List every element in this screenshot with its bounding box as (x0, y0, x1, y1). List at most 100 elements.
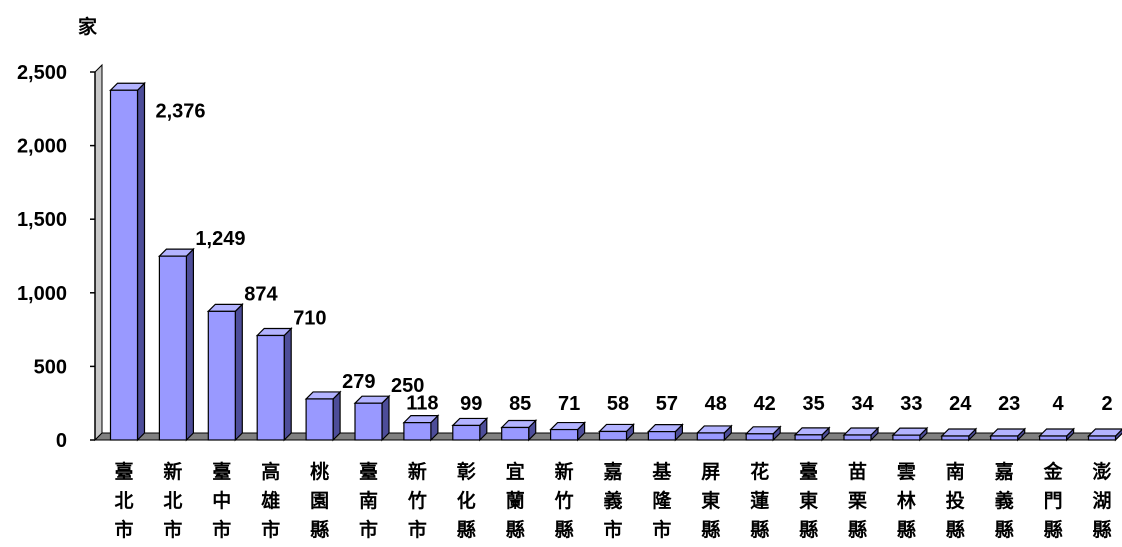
bar (1087, 428, 1122, 442)
bar-top (1087, 428, 1122, 437)
category-label: 嘉義市 (602, 461, 622, 541)
bar-side (136, 81, 146, 442)
chart-side-wall (94, 63, 103, 442)
bar (1038, 427, 1076, 442)
y-axis-unit-label: 家 (78, 15, 98, 38)
bar-front (696, 432, 725, 441)
bar (695, 424, 733, 442)
data-label: 42 (754, 393, 776, 415)
data-label: 2,376 (156, 100, 206, 122)
category-label: 臺東縣 (799, 460, 818, 541)
data-label: 71 (558, 393, 580, 415)
bar (940, 427, 978, 442)
category-label: 屏東縣 (701, 461, 720, 541)
data-label: 2 (1101, 393, 1112, 415)
bar-front (941, 435, 970, 441)
bar (793, 426, 831, 442)
data-label: 24 (949, 393, 972, 415)
bar (500, 419, 538, 442)
bar-side (283, 327, 292, 442)
bar (646, 423, 684, 442)
category-label: 新竹市 (407, 460, 427, 541)
bar-front (598, 430, 628, 441)
category-label: 新北市 (163, 460, 182, 541)
bar-front (109, 89, 139, 441)
bar (989, 427, 1027, 442)
bar-front (990, 435, 1019, 441)
category-label: 澎湖縣 (1092, 460, 1111, 541)
chart-walls (93, 63, 1117, 442)
y-tick-label: 1,500 (17, 209, 67, 231)
data-label: 1,249 (195, 228, 245, 250)
data-label: 23 (998, 393, 1020, 415)
data-label: 4 (1053, 393, 1065, 415)
data-label: 48 (705, 393, 727, 415)
bar-front (892, 434, 921, 441)
bar (598, 423, 635, 442)
bar (549, 421, 587, 442)
category-label: 臺北市 (114, 460, 133, 541)
category-label: 雲林縣 (897, 461, 916, 541)
bar (842, 426, 880, 442)
data-label: 34 (851, 393, 874, 415)
bar (206, 302, 244, 442)
data-label: 58 (607, 393, 629, 415)
category-label: 南投縣 (946, 461, 965, 541)
category-label: 桃園縣 (310, 460, 329, 541)
data-label: 874 (244, 283, 278, 305)
category-label: 高雄市 (260, 460, 280, 541)
data-label: 118 (406, 393, 438, 415)
bar-side (185, 247, 194, 442)
bar-front (403, 422, 432, 441)
bar-front (549, 428, 579, 441)
bar-front (794, 434, 823, 441)
chart-category-labels: 臺北市 新北市 臺中市 高雄市 桃園縣 臺南市 新竹市 彰化縣 宜蘭縣 新竹縣 嘉義市 基隆市 屏東縣 花… (114, 460, 1111, 541)
category-label: 嘉義縣 (994, 461, 1014, 541)
bar (402, 414, 440, 442)
category-label: 新竹縣 (554, 460, 574, 541)
y-tick-label: 0 (56, 430, 67, 452)
bar (109, 81, 146, 442)
chart-bars (109, 81, 1122, 442)
category-label: 基隆市 (651, 460, 672, 541)
chart-axes: 0 500 1,000 1,500 2,000 2,500 (17, 62, 96, 452)
y-tick-label: 500 (34, 356, 67, 378)
data-label: 85 (509, 393, 531, 415)
data-label: 99 (460, 393, 482, 415)
bar-front (1087, 435, 1117, 441)
bar-front (158, 255, 187, 441)
bar (157, 247, 195, 442)
bar-front (354, 402, 383, 441)
category-label: 花蓮縣 (750, 460, 769, 541)
data-label: 35 (802, 393, 824, 415)
bar-side (332, 390, 341, 442)
bar-front (745, 433, 774, 441)
category-label: 金門縣 (1043, 460, 1064, 541)
data-label: 57 (656, 393, 678, 415)
category-label: 宜蘭縣 (506, 460, 525, 541)
bar (451, 416, 489, 442)
data-label: 33 (900, 393, 922, 415)
bar (353, 394, 391, 442)
y-tick-label: 1,000 (17, 283, 67, 305)
category-label: 臺南市 (359, 460, 378, 541)
category-label: 彰化縣 (457, 460, 476, 541)
category-label: 臺中市 (212, 460, 231, 541)
bar-front (256, 334, 285, 441)
bar-front (207, 310, 236, 441)
y-tick-label: 2,500 (17, 62, 67, 84)
bar-front (305, 398, 334, 441)
bar-front (1038, 435, 1068, 441)
bar-side (234, 302, 243, 442)
y-tick-label: 2,000 (17, 136, 67, 158)
bar-front (452, 424, 481, 441)
bar (744, 425, 782, 442)
bar-front (843, 434, 872, 441)
bar-front (501, 426, 530, 441)
bar (304, 390, 342, 442)
bar (255, 327, 293, 442)
bar-front (647, 431, 677, 441)
data-label: 710 (293, 307, 326, 329)
